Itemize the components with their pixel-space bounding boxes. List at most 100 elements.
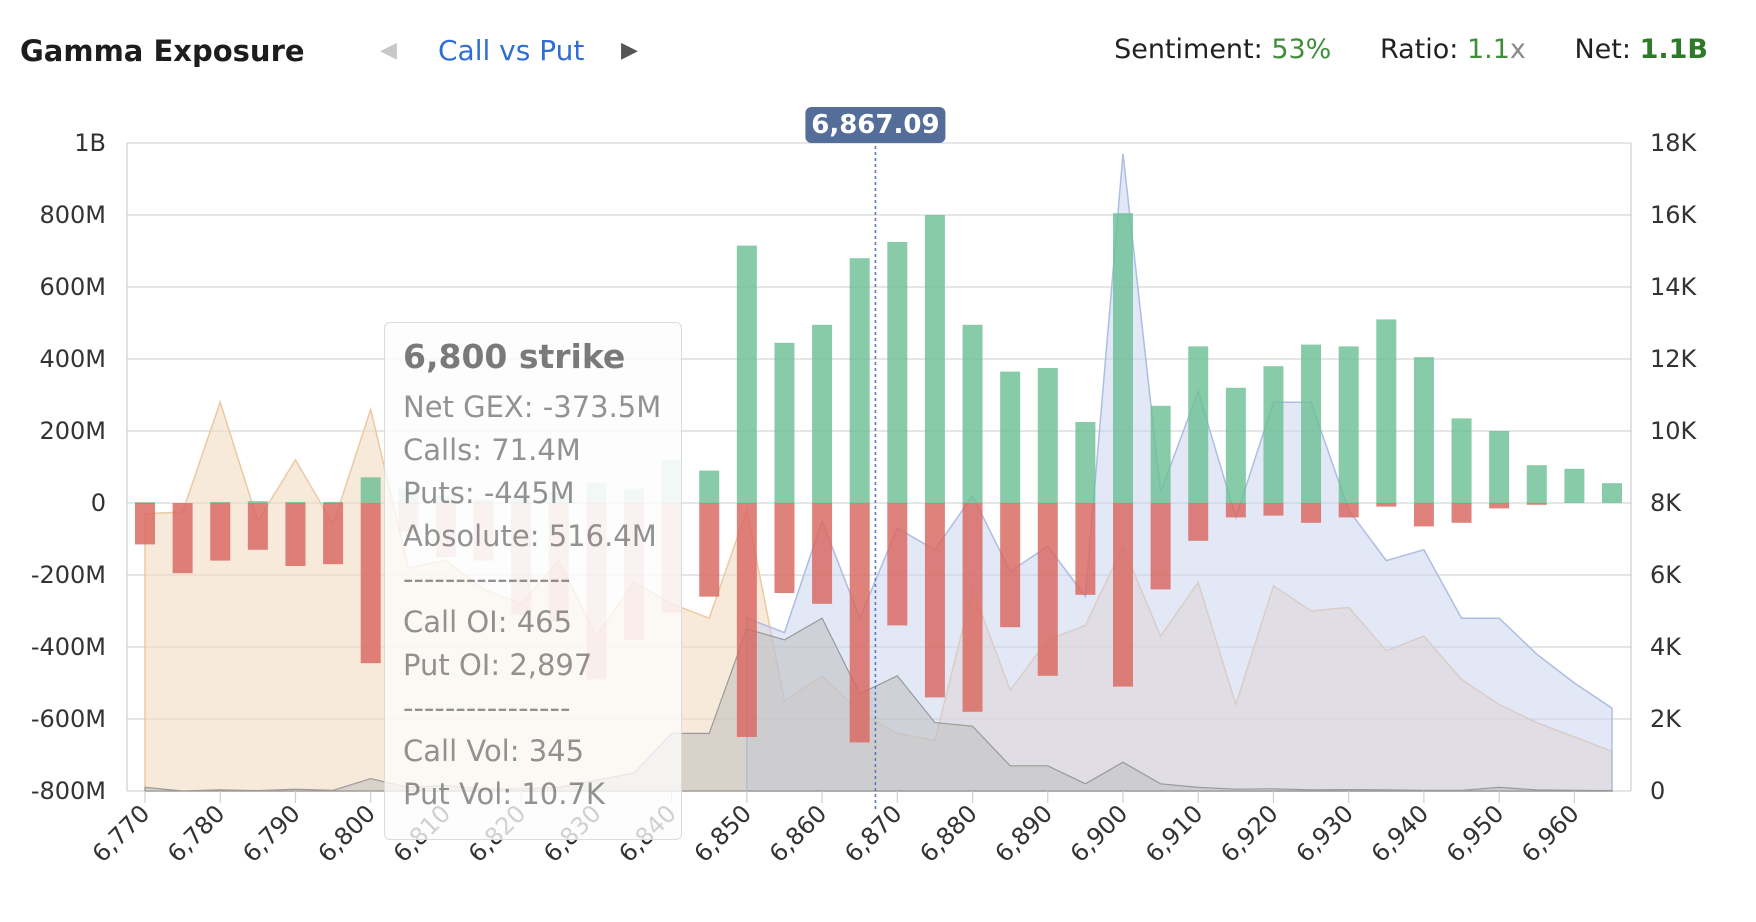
put-bar (1451, 503, 1472, 523)
call-bar (1376, 319, 1397, 503)
x-axis-tick-label: 6,940 (1366, 799, 1434, 867)
left-axis-tick-label: 800M (39, 201, 106, 229)
right-axis-tick-label: 12K (1650, 345, 1698, 373)
put-bar (360, 503, 381, 664)
call-bar (1451, 418, 1472, 503)
left-axis-tick-label: 200M (39, 417, 106, 445)
call-bar (887, 242, 908, 503)
left-axis-tick-label: 1B (74, 129, 106, 157)
call-bar (849, 258, 870, 503)
call-bar (812, 324, 833, 503)
current-price-label: 6,867.09 (811, 110, 939, 140)
left-axis-tick-label: -600M (31, 705, 106, 733)
x-axis-tick-label: 6,800 (313, 799, 381, 867)
tooltip-separator: ---------------- (403, 562, 571, 596)
put-bar (924, 503, 945, 698)
put-bar (1150, 503, 1171, 590)
x-axis-tick-label: 6,910 (1140, 799, 1208, 867)
put-bar (849, 503, 870, 743)
x-axis-tick-label: 6,860 (764, 799, 832, 867)
ratio-stat: Ratio: 1.1x (1380, 34, 1535, 65)
summary-stats: Sentiment: 53% Ratio: 1.1x Net: 1.1B (1074, 34, 1708, 65)
call-bar (1037, 368, 1058, 503)
put-bar (1113, 503, 1133, 687)
left-axis-tick-label: 600M (39, 273, 106, 301)
right-axis-tick-label: 6K (1650, 561, 1682, 589)
call-bar (210, 501, 231, 504)
put-bar (285, 503, 306, 566)
right-axis-tick-label: 10K (1650, 417, 1698, 445)
call-bar (1225, 387, 1246, 503)
put-bar (1225, 503, 1246, 518)
next-view-icon[interactable]: ▶ (621, 38, 638, 63)
call-bar (1564, 468, 1585, 503)
call-bar (247, 501, 268, 503)
call-bar (1075, 422, 1096, 503)
put-bar (247, 503, 268, 550)
tooltip-title: 6,800 strike (403, 337, 626, 376)
call-bar (1301, 344, 1322, 503)
call-bar (1526, 465, 1547, 503)
ratio-value: 1.1 (1466, 34, 1510, 65)
tooltip-call-oi: Call OI: 465 (403, 605, 573, 639)
left-axis-tick-label: -800M (31, 777, 106, 805)
right-axis-tick-label: 0 (1650, 777, 1665, 805)
sentiment-stat: Sentiment: 53% (1114, 34, 1340, 65)
put-bar (1376, 503, 1397, 507)
chart-title: Gamma Exposure (20, 34, 305, 68)
sentiment-label: Sentiment: (1114, 34, 1263, 65)
current-price-badge (805, 107, 946, 143)
call-bar (736, 245, 757, 503)
put-bar (1413, 503, 1434, 527)
call-bar (1263, 366, 1284, 503)
call-bar (323, 501, 344, 504)
right-axis-tick-label: 18K (1650, 129, 1698, 157)
left-axis-tick-label: 400M (39, 345, 106, 373)
call-bar (1338, 346, 1359, 503)
call-bar (924, 215, 945, 503)
tooltip-call-vol: Call Vol: 345 (403, 734, 585, 768)
left-axis-tick-label: -400M (31, 633, 106, 661)
x-axis-tick-label: 6,960 (1516, 799, 1584, 867)
put-bar (172, 503, 193, 574)
put-bar (812, 503, 833, 604)
right-axis-tick-label: 2K (1650, 705, 1682, 733)
x-axis-tick-label: 6,770 (87, 799, 155, 867)
put-bar (774, 503, 795, 593)
tooltip-puts: Puts: -445M (403, 476, 575, 510)
x-axis-tick-label: 6,920 (1215, 799, 1283, 867)
call-bar (962, 324, 983, 503)
strike-tooltip: 6,800 strike Net GEX: -373.5M Calls: 71.… (384, 322, 682, 840)
call-bar (1113, 213, 1133, 503)
put-bar (1075, 503, 1096, 595)
put-bar (1000, 503, 1021, 628)
chart-header: Gamma Exposure ◀ Call vs Put ▶ Sentiment… (0, 0, 1756, 100)
right-axis-tick-label: 14K (1650, 273, 1698, 301)
put-bar (887, 503, 908, 626)
x-axis-tick-label: 6,780 (162, 799, 230, 867)
call-bar (1000, 371, 1021, 503)
x-axis-tick-label: 6,930 (1291, 799, 1359, 867)
left-axis-tick-label: 0 (91, 489, 106, 517)
right-axis-tick-label: 16K (1650, 201, 1698, 229)
call-bar (699, 470, 720, 503)
view-selector-label[interactable]: Call vs Put (438, 34, 585, 67)
left-axis-tick-label: -200M (31, 561, 106, 589)
tooltip-put-vol: Put Vol: 10.7K (403, 777, 605, 811)
net-label: Net: (1574, 34, 1631, 65)
put-bar (1301, 503, 1322, 523)
tooltip-net-gex: Net GEX: -373.5M (403, 390, 662, 424)
call-bar (285, 501, 306, 504)
prev-view-icon[interactable]: ◀ (380, 38, 397, 63)
call-bar (360, 477, 381, 503)
right-axis-tick-label: 4K (1650, 633, 1682, 661)
right-axis-tick-label: 8K (1650, 489, 1682, 517)
call-bar (1489, 431, 1510, 503)
tooltip-separator: ---------------- (403, 691, 571, 725)
x-axis-tick-label: 6,850 (689, 799, 757, 867)
tooltip-put-oi: Put OI: 2,897 (403, 648, 593, 682)
put-bar (1489, 503, 1510, 509)
x-axis-tick-label: 6,790 (237, 799, 305, 867)
put-bar (699, 503, 720, 597)
